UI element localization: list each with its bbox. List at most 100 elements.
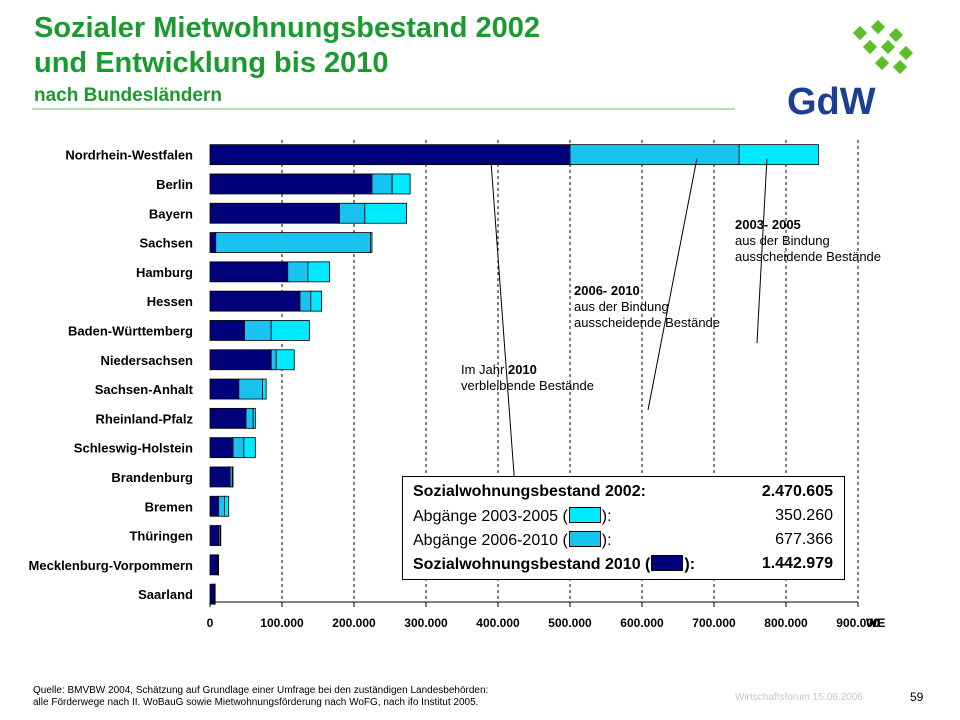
legend-label-colon: : (640, 483, 646, 500)
category-label: Sachsen-Anhalt (95, 382, 194, 397)
legend-summary-box: Sozialwohnungsbestand 2002: 2.470.605 Abgä… (402, 476, 845, 580)
page-number: 59 (910, 690, 924, 704)
page-title-line-2: und Entwicklung bis 2010 (34, 47, 389, 79)
bar-segment-2003-2005 (310, 290, 322, 312)
legend-label: Sozialwohnungsbestand 2002: (413, 483, 646, 501)
bar-segment-2003-2005 (231, 466, 234, 488)
bar-segment-2003-2005 (223, 495, 230, 517)
category-label: Mecklenburg-Vorpommern (29, 558, 194, 573)
annotation-leader-line (490, 158, 516, 489)
page-subtitle: nach Bundesländern (34, 85, 222, 106)
bar-segment-2003-2005 (391, 173, 411, 195)
bar-segment-2010-remaining (209, 261, 289, 283)
bar-segment-2003-2005 (252, 407, 256, 429)
footer-source-line-1: Quelle: BMVBW 2004, Schätzung auf Grundl… (33, 685, 489, 696)
annotation-2010: Im Jahr 2010 verbleibende Bestände (461, 362, 594, 394)
bar-segment-2006-2010 (232, 437, 245, 459)
legend-label-text: Abgänge 2003-2005 ( (413, 508, 568, 525)
title-divider (32, 108, 735, 110)
footer-source-line-2: alle Förderwege nach II. WoBauG sowie Mi… (33, 697, 479, 708)
category-label: Bayern (149, 206, 193, 221)
bar-segment-2006-2010 (238, 378, 263, 400)
legend-row: Sozialwohnungsbestand 2010 (): 1.442.979 (413, 555, 833, 579)
legend-value: 350.260 (775, 507, 833, 524)
legend-value: 2.470.605 (761, 483, 833, 500)
bar-segment-2010-remaining (209, 232, 217, 253)
annotation-2003-2005: 2003- 2005 aus der Bindung ausscheidende… (735, 217, 881, 265)
x-tick-label: 300.000 (404, 616, 448, 630)
bar-segment-2003-2005 (364, 202, 407, 224)
bar-segment-2006-2010 (371, 173, 393, 195)
legend-label-text: Sozialwohnungsbestand 2002 (413, 483, 641, 500)
category-label: Brandenburg (111, 470, 193, 485)
gdw-logo: GdW (787, 19, 914, 118)
x-tick-label: 0 (207, 616, 214, 630)
bar-segment-2003-2005 (270, 320, 310, 341)
bar-segment-2003-2005 (214, 583, 216, 605)
category-label: Hessen (147, 294, 193, 309)
annotation-2006-2010: 2006- 2010 aus der Bindung ausscheidende… (574, 283, 720, 331)
category-label: Sachsen (140, 236, 194, 251)
bar-segment-2010-remaining (209, 349, 272, 371)
legend-row: Abgänge 2006-2010 (): 677.366 (413, 531, 833, 555)
bar-segment-2010-remaining (209, 378, 240, 400)
bar-segment-2006-2010 (218, 495, 225, 517)
bar-segment-2003-2005 (217, 554, 220, 576)
bar-segment-2003-2005 (262, 378, 267, 400)
logo-mark-icon (852, 19, 914, 75)
bar-segment-2010-remaining (209, 173, 373, 195)
annotation-leader-line (647, 158, 698, 411)
legend-label-colon: ): (684, 556, 696, 573)
bar-segment-2010-remaining (209, 554, 218, 576)
category-label: Bremen (145, 499, 193, 514)
annotation-2010-line2: verbleibende Bestände (461, 378, 594, 393)
x-tick-label: 200.000 (332, 616, 376, 630)
x-tick-label: 900.000 (836, 616, 880, 630)
legend-row: Abgänge 2003-2005 (): 350.260 (413, 507, 833, 531)
bar-segment-2006-2010 (245, 407, 254, 429)
bar-segment-2006-2010 (287, 261, 309, 283)
legend-label: Abgänge 2006-2010 (): (413, 531, 612, 550)
category-label: Schleswig-Holstein (74, 441, 193, 456)
annotation-2006-2010-line3: ausscheidende Bestände (574, 315, 721, 330)
bar-segment-2006-2010 (270, 349, 277, 371)
x-axis-unit: WE (866, 616, 885, 630)
bar-segment-2010-remaining (209, 202, 341, 224)
x-tick-label: 600.000 (620, 616, 664, 630)
annotation-2010-prefix: Im Jahr (461, 362, 508, 377)
category-label: Berlin (156, 177, 193, 192)
bar-segment-2010-remaining (209, 525, 220, 546)
annotation-2010-year: 2010 (507, 362, 537, 377)
legend-label-colon: ): (601, 532, 612, 549)
legend-row: Sozialwohnungsbestand 2002: 2.470.605 (413, 483, 833, 507)
page-title-line-1: Sozialer Mietwohnungsbestand 2002 (34, 12, 540, 44)
bar-segment-2006-2010 (215, 232, 371, 253)
bar-segment-2010-remaining (209, 466, 231, 488)
bar-segment-2010-remaining (209, 495, 220, 517)
bar-segment-2003-2005 (738, 144, 819, 166)
annotation-2006-2010-title: 2006- 2010 (574, 283, 640, 298)
category-label: Thüringen (129, 529, 193, 544)
footer-source: Quelle: BMVBW 2004, Schätzung auf Grundl… (33, 685, 488, 709)
category-label: Saarland (138, 587, 193, 602)
bar-segment-2010-remaining (209, 407, 247, 429)
x-tick-label: 100.000 (260, 616, 304, 630)
x-tick-label: 700.000 (692, 616, 736, 630)
legend-value: 677.366 (775, 531, 833, 548)
bar-segment-2006-2010 (339, 202, 366, 224)
bar-segment-2003-2005 (275, 349, 295, 371)
legend-label-text: Abgänge 2006-2010 ( (413, 532, 568, 549)
bar-segment-2010-remaining (209, 437, 234, 459)
category-label: Rheinland-Pfalz (95, 411, 193, 426)
bar-segment-2003-2005 (219, 525, 222, 546)
annotation-leader-line (756, 158, 768, 344)
bar-segment-2010-remaining (209, 320, 245, 341)
legend-value: 1.442.979 (761, 555, 833, 572)
bar-segment-2006-2010 (299, 290, 312, 312)
legend-swatch (651, 555, 684, 571)
bar-segment-2003-2005 (243, 437, 256, 459)
x-tick-label: 500.000 (548, 616, 592, 630)
annotation-2003-2005-title: 2003- 2005 (735, 217, 801, 232)
category-label: Nordrhein-Westfalen (65, 148, 193, 163)
bar-segment-2010-remaining (209, 290, 301, 312)
